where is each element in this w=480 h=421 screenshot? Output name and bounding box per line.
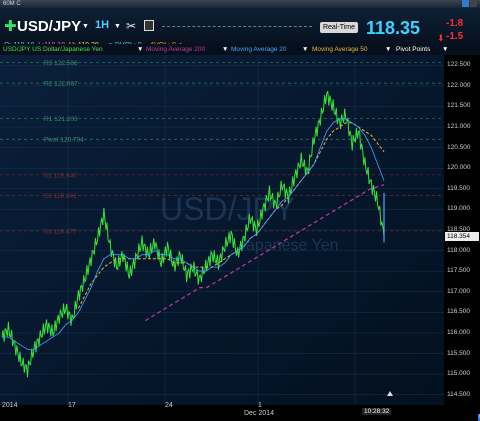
drawing-tools-icon[interactable]: ✂ [126, 19, 137, 33]
symbol-title[interactable]: USD/JPY [17, 18, 82, 35]
pivot-label-s1: S1 119.840 [44, 172, 77, 179]
y-tick-label: 120.500 [447, 143, 471, 151]
y-tick-label: 122.500 [447, 61, 471, 69]
y-tick-label: 119.000 [447, 205, 471, 213]
pivot-label-s3: S3 118.477 [44, 228, 77, 235]
window-controls [462, 0, 478, 8]
price-change-secondary: -1.5 [446, 31, 464, 42]
y-tick-label: 120.000 [447, 164, 471, 172]
y-tick-label: 118.500 [447, 226, 471, 233]
price-chart[interactable]: USD/JPY Japanese Yen R3 122.566 R2 122.06… [0, 55, 444, 405]
x-tick-label: 24 [165, 402, 173, 409]
x-tick-label: 2014 [2, 402, 18, 409]
y-tick-label: 121.000 [447, 123, 471, 131]
legend-ma200-dropdown-icon[interactable]: ▼ [222, 46, 229, 53]
down-arrow-icon: ⬇ [437, 33, 445, 43]
settings-sheet-icon[interactable] [144, 20, 154, 31]
legend-ma50-dropdown-icon[interactable]: ▼ [385, 46, 392, 53]
scroll-marker-icon[interactable] [387, 391, 393, 396]
price-axis[interactable]: 122.500 122.000 121.500 121.000 120.500 120.0… [444, 55, 480, 405]
current-price-label: 118.354 [445, 231, 479, 241]
y-tick-label: 122.000 [447, 81, 471, 89]
window-titlebar: 60M C [0, 0, 480, 8]
close-icon[interactable] [470, 0, 477, 7]
s-plus-icon[interactable] [462, 0, 469, 7]
price-line [1, 90, 385, 378]
pivot-levels: R3 122.566 R2 122.067 R1 121.203 Pivot 120.… [0, 60, 444, 235]
add-symbol-icon[interactable]: ✚ [4, 18, 17, 35]
x-tick-label: 1 [258, 402, 262, 409]
y-tick-label: 117.000 [447, 287, 471, 295]
watermark-name: Japanese Yen [238, 237, 339, 254]
y-tick-label: 116.000 [447, 328, 471, 336]
realtime-badge: Real-Time [320, 22, 358, 33]
x-tick-label: 17 [68, 402, 76, 409]
ma20-line [2, 118, 385, 350]
legend-pivots[interactable]: Pivot Points [396, 46, 431, 53]
study-legend: USD/JPY US Dollar/Japanese Yen ▼ Moving … [0, 44, 480, 55]
pivot-label-r2: R2 122.067 [44, 81, 78, 88]
quote-header: ✚ USD/JPY ▼ 1H ▼ ✂ Real-Time 118.35 -1.8… [0, 8, 480, 49]
y-tick-label: 119.500 [447, 184, 471, 192]
header-divider [162, 26, 312, 27]
last-price: 118.35 [366, 18, 421, 38]
y-tick-label: 114.500 [447, 390, 471, 398]
symbol-dropdown-icon[interactable]: ▼ [82, 23, 89, 30]
legend-pivots-dropdown-icon[interactable]: ▼ [442, 46, 449, 53]
time-label: 10:28:32 [362, 408, 392, 415]
ma200-line [144, 184, 385, 322]
x-tick-label: Dec 2014 [244, 410, 274, 417]
y-tick-label: 121.500 [447, 102, 471, 110]
y-tick-label: 118.000 [447, 246, 471, 254]
legend-ma20[interactable]: Moving Average 20 [231, 46, 287, 53]
pivot-label-r1: R1 121.203 [44, 116, 78, 123]
pivot-label-s2: S2 119.341 [44, 193, 77, 200]
y-tick-label: 115.000 [447, 370, 471, 378]
y-tick-label: 115.500 [447, 349, 471, 357]
price-change: -1.8 [446, 18, 464, 29]
interval-dropdown-icon[interactable]: ▼ [114, 23, 121, 30]
legend-ma20-dropdown-icon[interactable]: ▼ [302, 46, 309, 53]
gridlines [0, 55, 444, 405]
pivot-label-pivot: Pivot 120.704 [44, 137, 84, 144]
chart-series [1, 90, 393, 396]
legend-series-dropdown-icon[interactable]: ▼ [137, 46, 144, 53]
legend-ma200[interactable]: Moving Average 200 [146, 46, 206, 53]
interval-selector[interactable]: 1H [95, 19, 110, 31]
watermark-symbol: USD/JPY [160, 191, 295, 227]
legend-ma50[interactable]: Moving Average 50 [312, 46, 368, 53]
legend-series[interactable]: USD/JPY US Dollar/Japanese Yen [3, 46, 103, 53]
percent-scale-icon[interactable]: % [478, 414, 480, 421]
y-tick-label: 116.500 [447, 308, 471, 316]
pivot-label-r3: R3 122.566 [44, 60, 78, 67]
y-tick-label: 117.500 [447, 267, 471, 275]
window-label[interactable]: 60M C [3, 1, 21, 7]
